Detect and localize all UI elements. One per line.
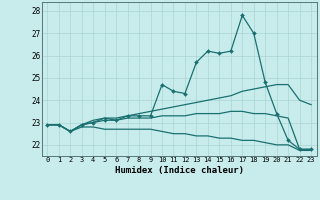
X-axis label: Humidex (Indice chaleur): Humidex (Indice chaleur)	[115, 166, 244, 175]
